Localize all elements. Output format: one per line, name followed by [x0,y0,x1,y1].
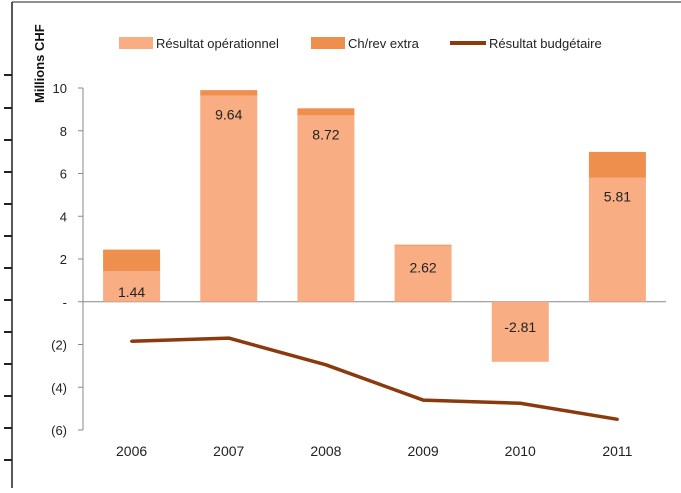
bar-extra [297,108,355,116]
y-tick-label: 4 [60,209,67,224]
x-tick-label: 2007 [213,443,244,459]
line-point [227,336,231,340]
data-label: 2.62 [409,260,436,276]
line-point [324,363,328,367]
bar-series [103,90,646,362]
data-label: 5.81 [604,189,631,205]
x-tick-label: 2008 [310,443,341,459]
data-label: -2.81 [504,319,536,335]
y-tick-label: (6) [51,423,67,438]
bar-extra [200,90,258,96]
legend-label-budgetaire: Résultat budgétaire [489,36,602,51]
legend: Résultat opérationnel Ch/rev extra Résul… [119,36,602,51]
x-axis-labels: 2006 2007 2008 2009 2010 2011 [116,443,633,459]
x-tick-label: 2006 [116,443,147,459]
y-tick-label: - [63,295,67,310]
bar-operationnel [491,301,549,362]
y-tick-label: (2) [51,338,67,353]
bar-operationnel [588,177,646,302]
bar-operationnel [297,115,355,302]
data-label: 9.64 [215,107,242,123]
bar-extra [588,151,646,178]
x-tick-label: 2011 [602,443,632,459]
legend-swatch-operationnel [119,37,153,49]
y-tick-label: 2 [60,252,67,267]
line-point [615,417,619,421]
line-series [130,336,619,422]
y-unit-label: Millions CHF [32,24,47,103]
line-budgetaire [131,336,618,422]
bar-operationnel [103,270,161,302]
data-label: 1.44 [118,284,145,300]
bar-operationnel [394,245,452,302]
bar-extra [394,244,452,246]
y-tick-label: 10 [53,81,67,96]
legend-label-extra: Ch/rev extra [348,36,420,51]
y-tick-label: (4) [51,380,67,395]
line-point [130,339,134,343]
line-point [421,398,425,402]
x-tick-label: 2010 [505,443,536,459]
y-tick-label: 8 [60,124,67,139]
data-labels: 1.44 9.64 8.72 2.62 -2.81 5.81 [118,107,631,335]
line-point [518,401,522,405]
bar-extra [103,249,161,271]
y-axis-ticks: 10 8 6 4 2 - (2) (4) (6) [51,81,83,438]
data-label: 8.72 [312,126,339,142]
legend-label-operationnel: Résultat opérationnel [156,36,279,51]
legend-swatch-extra [311,37,345,49]
x-tick-label: 2009 [408,443,439,459]
bar-operationnel [200,95,258,302]
y-tick-label: 6 [60,167,67,182]
frame-ticks [4,74,12,461]
